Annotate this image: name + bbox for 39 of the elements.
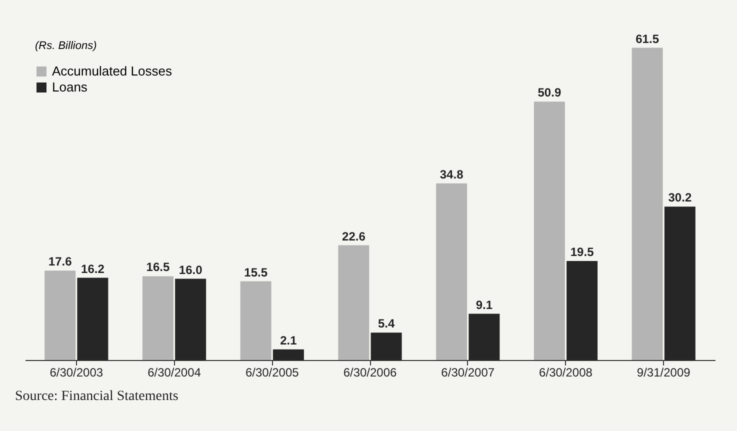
x-tick-label: 9/31/2009 xyxy=(636,366,691,380)
bar xyxy=(436,183,468,360)
bar xyxy=(534,102,565,360)
data-label: 61.5 xyxy=(636,32,660,46)
data-label: 9.1 xyxy=(476,298,493,312)
x-tick-label: 6/30/2005 xyxy=(245,366,300,380)
data-label: 16.5 xyxy=(146,260,170,274)
bar xyxy=(77,278,108,360)
legend-label: Accumulated Losses xyxy=(52,64,172,78)
data-label: 19.5 xyxy=(570,245,594,259)
bar xyxy=(468,314,500,360)
x-tick-label: 6/30/2008 xyxy=(539,366,593,380)
data-label: 16.2 xyxy=(81,262,105,276)
bar xyxy=(44,270,76,360)
bar xyxy=(664,206,696,360)
bar xyxy=(370,332,402,360)
data-label: 22.6 xyxy=(342,229,366,244)
data-label: 16.0 xyxy=(178,262,203,277)
data-label: 15.5 xyxy=(244,265,268,280)
legend-label: Loans xyxy=(52,80,88,94)
legend-title: (Rs. Billions) xyxy=(35,40,98,52)
data-label: 30.2 xyxy=(668,190,692,205)
bar xyxy=(175,278,206,360)
source-note: Source: Financial Statements xyxy=(15,389,178,404)
data-label: 2.1 xyxy=(280,333,298,348)
bar xyxy=(338,245,370,360)
data-label: 34.8 xyxy=(440,167,464,182)
data-label: 50.9 xyxy=(538,86,562,100)
bar xyxy=(272,349,304,360)
bar xyxy=(142,276,174,360)
bar xyxy=(240,281,272,360)
bar xyxy=(566,261,598,360)
bar xyxy=(632,48,663,360)
data-label: 5.4 xyxy=(378,316,395,331)
x-tick-label: 6/30/2004 xyxy=(148,366,202,380)
x-tick-label: 6/30/2003 xyxy=(50,366,104,380)
data-label: 17.6 xyxy=(48,254,72,269)
x-tick-label: 6/30/2006 xyxy=(343,366,398,380)
x-tick-label: 6/30/2007 xyxy=(441,366,495,380)
